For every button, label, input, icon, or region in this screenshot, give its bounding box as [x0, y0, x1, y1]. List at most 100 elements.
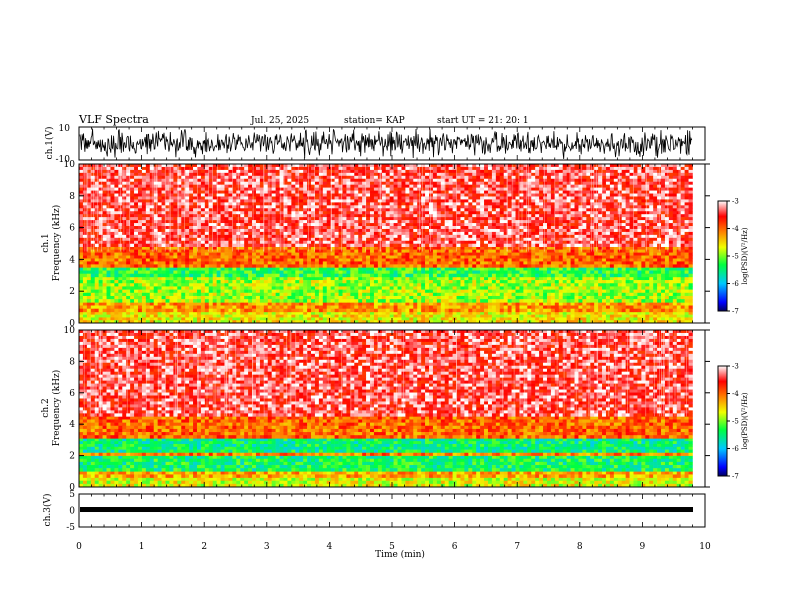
spectrogram-cell — [613, 267, 619, 271]
spectrogram-cell — [401, 283, 406, 287]
spectrogram-cell — [255, 178, 261, 183]
spectrogram-cell — [263, 249, 269, 253]
spectrogram-cell — [578, 164, 583, 168]
spectrogram-cell — [484, 273, 489, 278]
spectrogram-cell — [637, 169, 642, 174]
spectrogram-cell — [602, 308, 607, 313]
spectrogram-cell — [236, 255, 241, 259]
spectrogram-cell — [657, 252, 662, 256]
spectrogram-cell — [566, 302, 571, 306]
spectrogram-cell — [637, 283, 642, 287]
spectrogram-cell — [562, 172, 567, 177]
spectrogram-cell — [602, 317, 607, 321]
spectrogram-cell — [373, 261, 379, 265]
spectrogram-cell — [193, 258, 198, 262]
spectrogram-cell — [645, 280, 650, 284]
spectrogram-cell — [338, 292, 343, 297]
spectrogram-cell — [350, 261, 355, 265]
spectrogram-cell — [102, 249, 107, 253]
spectrogram-cell — [208, 255, 213, 259]
spectrogram-cell — [523, 273, 528, 278]
spectrogram-cell — [558, 270, 563, 275]
spectrogram-cell — [586, 286, 591, 290]
spectrogram-cell — [598, 246, 603, 250]
spectrogram-cell — [617, 267, 622, 271]
spectrogram-cell — [255, 246, 261, 250]
spectrogram-cell — [326, 283, 331, 287]
spectrogram-cell — [495, 252, 501, 256]
spectrogram-cell — [491, 172, 497, 177]
spectrogram-cell — [169, 317, 174, 321]
spectrogram-cell — [189, 320, 194, 324]
spectrogram-cell — [605, 317, 611, 321]
spectrogram-cell — [680, 299, 685, 303]
spectrogram-cell — [661, 305, 666, 309]
spectrogram-cell — [527, 166, 532, 171]
spectrogram-cell — [405, 276, 410, 281]
spectrogram-cell — [130, 299, 135, 303]
spectrogram-cell — [377, 255, 383, 259]
spectrogram-cell — [429, 246, 434, 250]
spectrogram-cell — [413, 305, 418, 309]
spectrogram-cell — [98, 166, 103, 171]
spectrogram-cell — [684, 169, 689, 174]
spectrogram-cell — [299, 249, 304, 253]
spectrogram-cell — [169, 320, 174, 324]
spectrogram-cell — [118, 270, 123, 275]
spectrogram-cell — [377, 305, 383, 309]
spectrogram-cell — [291, 302, 296, 306]
spectrogram-cell — [480, 302, 485, 306]
spectrogram-cell — [240, 178, 245, 183]
spectrogram-cell — [204, 292, 210, 297]
spectrogram-cell — [539, 175, 544, 180]
spectrogram-cell — [94, 249, 99, 253]
spectrogram-cell — [649, 246, 654, 250]
spectrogram-cell — [523, 246, 528, 250]
spectrogram-cell — [476, 317, 481, 321]
spectrogram-cell — [472, 267, 477, 271]
spectrogram-cell — [543, 258, 548, 262]
spectrogram-cell — [429, 286, 434, 290]
spectrogram-cell — [145, 295, 151, 300]
spectrogram-cell — [212, 252, 217, 256]
spectrogram-cell — [252, 181, 257, 185]
spectrogram-cell — [173, 276, 178, 281]
spectrogram-cell — [621, 320, 626, 324]
spectrogram-cell — [200, 246, 206, 250]
spectrogram-cell — [366, 317, 371, 321]
spectrogram-cell — [566, 299, 571, 303]
spectrogram-cell — [480, 314, 485, 318]
spectrogram-cell — [303, 267, 308, 271]
spectrogram-cell — [114, 308, 119, 313]
spectrogram-cell — [314, 258, 320, 262]
spectrogram-cell — [346, 164, 351, 168]
spectrogram-cell — [212, 270, 217, 275]
spectrogram-cell — [322, 317, 328, 321]
spectrogram-cell — [98, 175, 103, 180]
spectrogram-cell — [574, 270, 579, 275]
spectrogram-cell — [499, 255, 505, 259]
spectrogram-cell — [173, 178, 178, 183]
spectrogram-cell — [322, 175, 328, 180]
spectrogram-cell — [322, 169, 328, 174]
spectrogram-cell — [617, 273, 622, 278]
spectrogram-cell — [114, 292, 119, 297]
spectrogram-cell — [397, 258, 402, 262]
spectrogram-cell — [491, 258, 497, 262]
spectrogram-cell — [287, 314, 292, 318]
spectrogram-cell — [114, 286, 119, 290]
spectrogram-cell — [543, 311, 548, 315]
spectrogram-cell — [232, 283, 237, 287]
spectrogram-cell — [94, 283, 99, 287]
spectrogram-cell — [366, 292, 371, 297]
spectrogram-cell — [503, 166, 508, 171]
spectrogram-cell — [307, 320, 312, 324]
spectrogram-cell — [432, 314, 438, 318]
spectrogram-cell — [295, 246, 300, 250]
spectrogram-cell — [381, 178, 387, 183]
spectrogram-cell — [153, 314, 158, 318]
spectrogram-cell — [452, 270, 457, 275]
spectrogram-cell — [137, 286, 143, 290]
spectrogram-cell — [208, 169, 213, 174]
spectrogram-cell — [421, 280, 426, 284]
